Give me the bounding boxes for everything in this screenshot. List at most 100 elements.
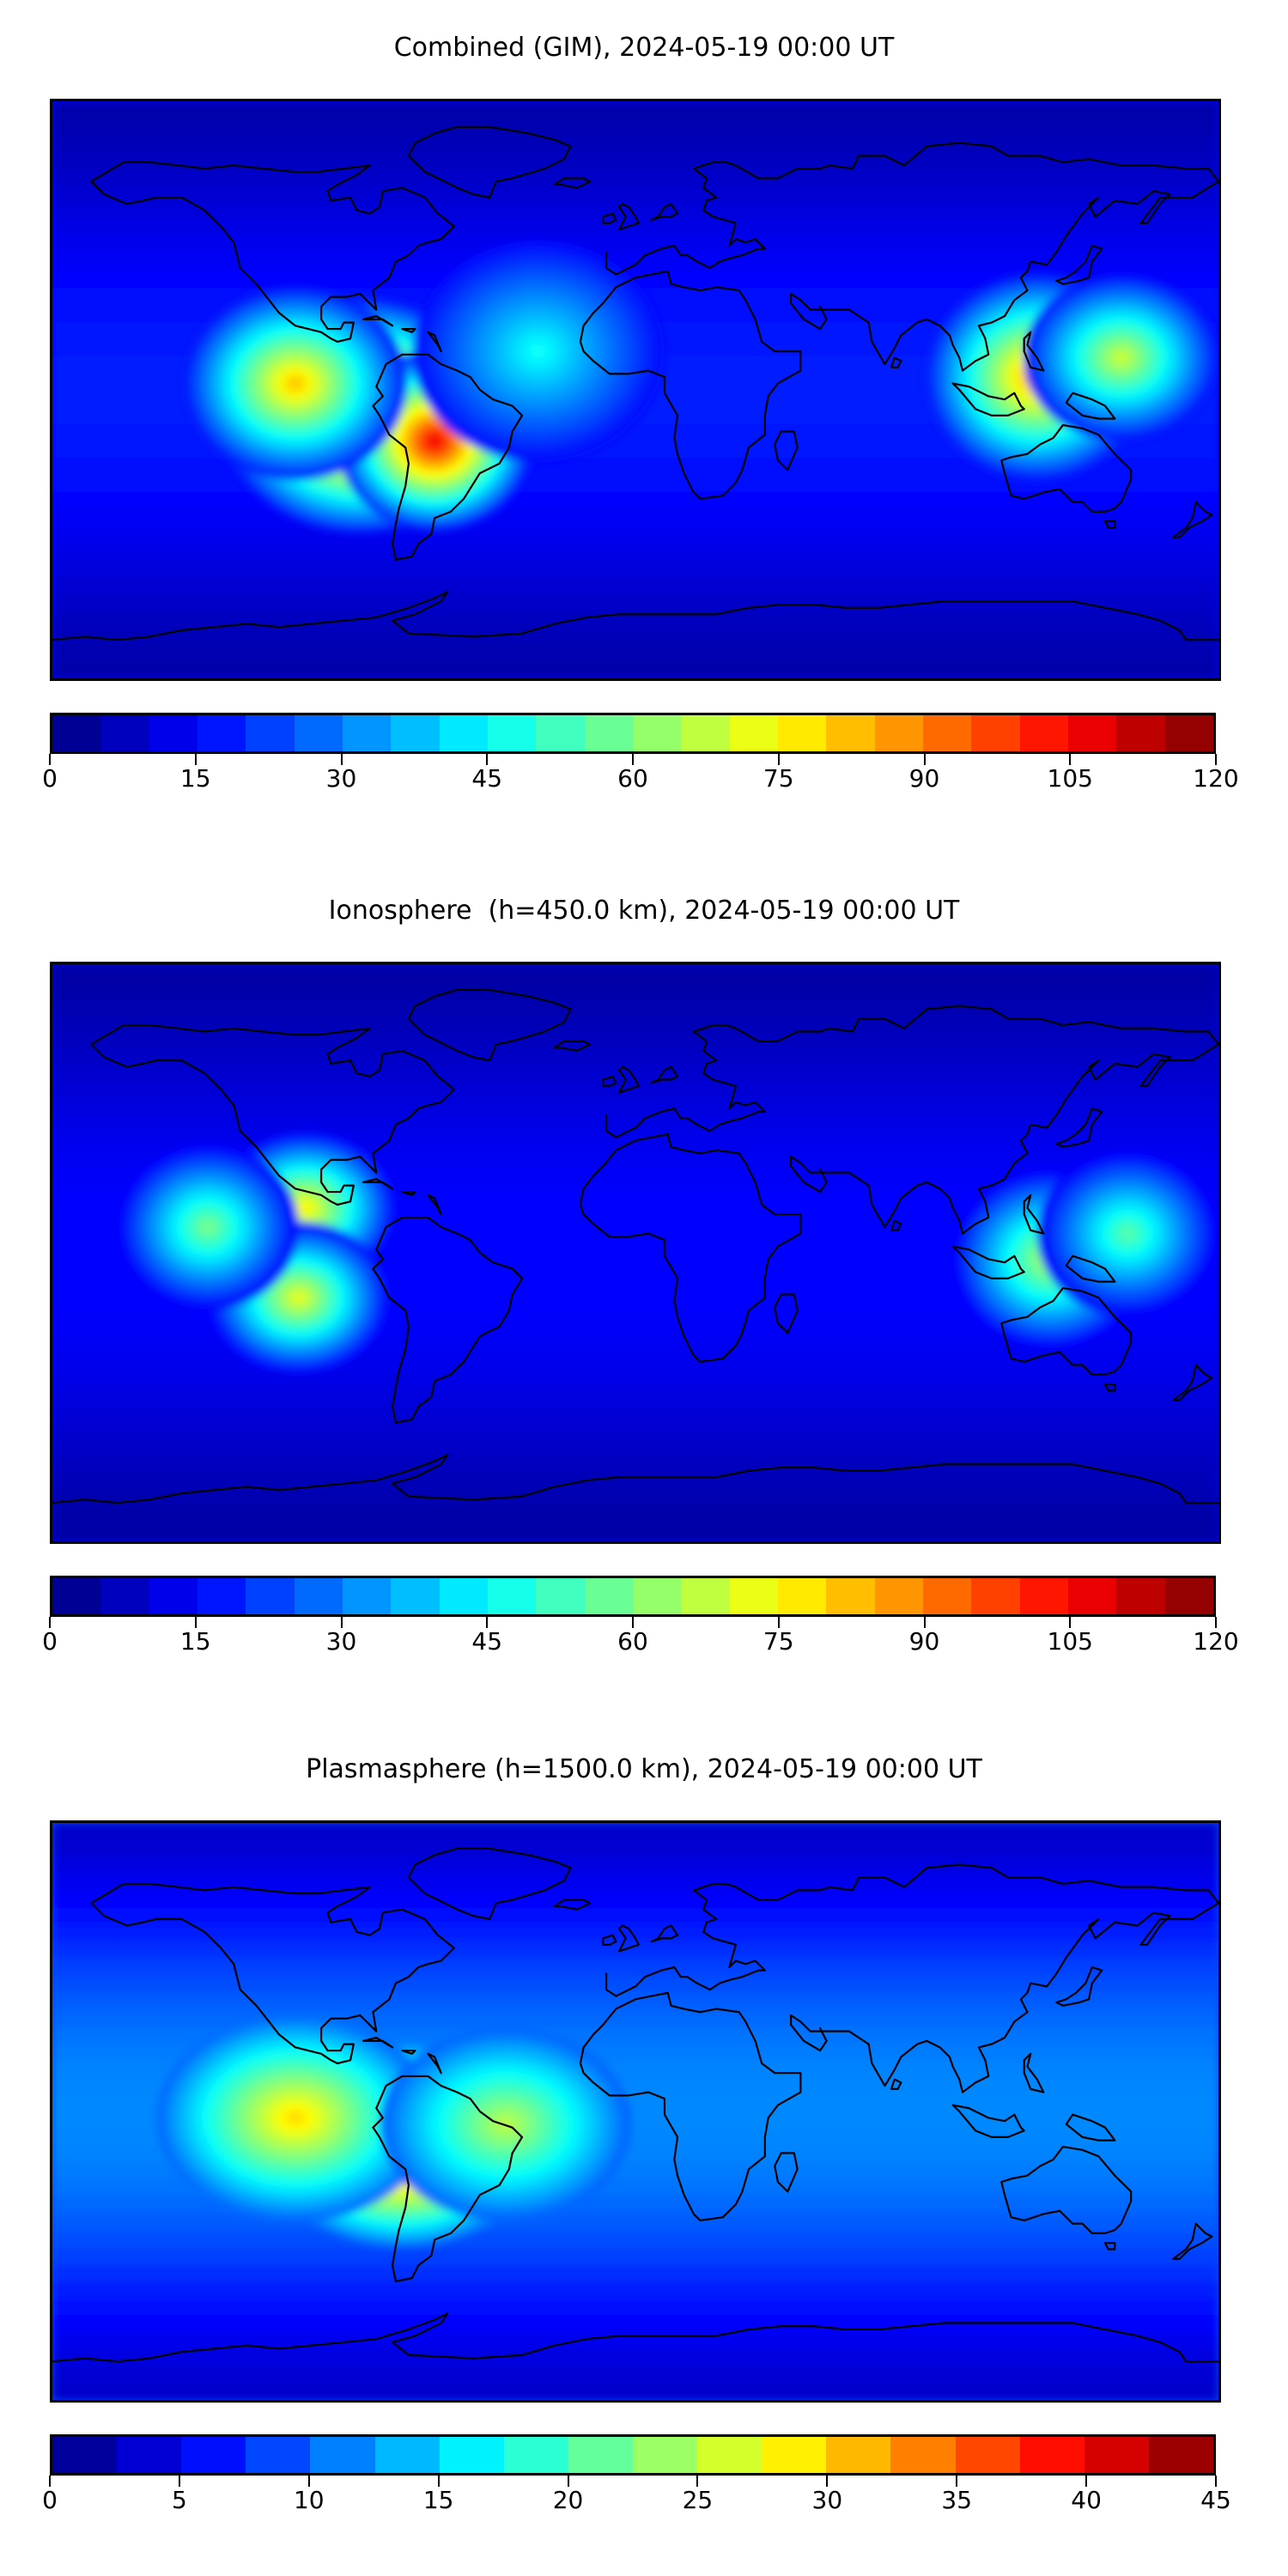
colorbar-segment — [922, 1578, 972, 1614]
colorbar-tick-label: 5 — [171, 2486, 187, 2514]
colorbar-segment — [762, 2437, 827, 2473]
coastline-path — [789, 1902, 1218, 2093]
coastline-path — [90, 161, 455, 343]
coastline-path — [90, 1882, 455, 2065]
colorbar-tick — [696, 2476, 699, 2487]
colorbar-segment — [584, 715, 633, 751]
colorbar-segment — [536, 1578, 585, 1614]
coastline-path — [579, 1133, 802, 1364]
colorbar-segment — [1148, 2437, 1213, 2473]
coastline-path — [1023, 331, 1045, 372]
map-ionosphere — [50, 962, 1221, 1544]
colorbar-segment — [294, 1578, 343, 1614]
coastline-path — [372, 1216, 524, 1424]
latitude-bands — [52, 964, 1218, 1541]
panel-plasmasphere: Plasmasphere (h=1500.0 km), 2024-05-19 0… — [0, 1739, 1288, 2576]
colorbar-tick — [307, 2476, 310, 2487]
colorbar-segment — [971, 715, 1020, 751]
colorbar-tick — [49, 754, 51, 765]
colorbar-segment — [310, 2437, 375, 2473]
coastline-path — [407, 125, 572, 199]
coastline-path — [407, 988, 572, 1062]
coastlines — [52, 125, 1218, 641]
map-svg — [52, 964, 1218, 1541]
colorbar-tick — [1215, 754, 1217, 765]
coastline-path — [1055, 1107, 1103, 1148]
colorbar-segment — [632, 1578, 682, 1614]
tec-contours — [183, 240, 1218, 533]
coastline-path — [1103, 2241, 1116, 2251]
colorbar-segment — [681, 715, 730, 751]
colorbar-tick — [1215, 1617, 1217, 1628]
colorbar-gradient — [50, 2434, 1216, 2476]
colorbar-tick-label: 10 — [293, 2486, 325, 2514]
coastline-path — [427, 331, 442, 353]
colorbar-tick-label: 30 — [325, 764, 357, 793]
colorbar-segment — [729, 1578, 778, 1614]
coastline-path — [951, 1245, 1025, 1279]
coastline-path — [52, 2312, 1218, 2363]
map-canvas — [52, 101, 1218, 678]
coastline-path — [789, 1043, 1218, 1235]
coastline-path — [407, 1847, 572, 1921]
coastline-path — [774, 2152, 799, 2193]
colorbar-segment — [874, 715, 923, 751]
panel-title-plasmasphere: Plasmasphere (h=1500.0 km), 2024-05-19 0… — [306, 1754, 982, 1784]
coastline-path — [890, 356, 902, 368]
coastline-path — [774, 430, 799, 471]
colorbar-tick — [826, 2476, 829, 2487]
colorbar-tick — [923, 1617, 926, 1628]
colorbar-tick-label: 90 — [908, 1627, 940, 1656]
coastline-path — [789, 180, 1218, 372]
coastline-path — [618, 1066, 640, 1094]
colorbar-segment — [149, 1578, 197, 1614]
colorbar-segment — [826, 2437, 891, 2473]
panel-ionosphere: Ionosphere (h=450.0 km), 2024-05-19 00:0… — [0, 867, 1288, 1739]
colorbar-tick-label: 25 — [682, 2486, 714, 2514]
coastline-path — [605, 1863, 1218, 1997]
colorbar-tick — [340, 754, 343, 765]
map-canvas — [52, 964, 1218, 1541]
colorbar-segment — [1116, 715, 1165, 751]
colorbar-tick-label: 60 — [617, 764, 648, 793]
colorbar-segment — [971, 1578, 1020, 1614]
coastline-path — [1055, 1965, 1103, 2007]
colorbar-tick-label: 30 — [325, 1627, 357, 1656]
colorbar-segment — [922, 715, 972, 751]
coastline-path — [52, 591, 1218, 641]
colorbar-tick-label: 15 — [179, 1627, 211, 1656]
coastline-path — [427, 2052, 442, 2075]
colorbar-combined: 0 15 30 45 60 75 90 105 120 — [42, 713, 1239, 797]
colorbar-segment — [100, 715, 149, 751]
map-combined-gim — [50, 99, 1221, 681]
colorbar-segment — [777, 1578, 827, 1614]
colorbar-segment — [1164, 715, 1213, 751]
colorbar-ionosphere: 0 15 30 45 60 75 90 105 120 — [42, 1576, 1239, 1660]
colorbar-segment — [826, 1578, 875, 1614]
coastline-path — [1000, 1286, 1133, 1376]
coastline-path — [1103, 1382, 1116, 1392]
colorbar-tick-label: 0 — [42, 2486, 58, 2514]
colorbar-segment — [391, 715, 440, 751]
tec-contours — [155, 2014, 632, 2248]
coastline-path — [650, 203, 679, 222]
colorbar-tick — [1069, 754, 1072, 765]
colorbar-segment — [1019, 715, 1068, 751]
colorbar-segment — [52, 715, 101, 751]
colorbar-segment — [52, 2437, 118, 2473]
coastline-path — [650, 1924, 679, 1943]
colorbar-segment — [197, 715, 246, 751]
coastline-path — [553, 1899, 592, 1911]
coastline-path — [951, 382, 1025, 416]
colorbar-segment — [246, 715, 295, 751]
coastline-path — [1172, 2222, 1213, 2260]
coastline-path — [1023, 1194, 1045, 1235]
colorbar-tick — [1069, 1617, 1072, 1628]
colorbar-tick-label: 75 — [762, 764, 794, 793]
colorbar-tick — [632, 754, 634, 765]
colorbar-tick — [956, 2476, 958, 2487]
colorbar-segment — [729, 715, 778, 751]
colorbar-tick — [1215, 2476, 1217, 2487]
colorbar-segment — [391, 1578, 440, 1614]
